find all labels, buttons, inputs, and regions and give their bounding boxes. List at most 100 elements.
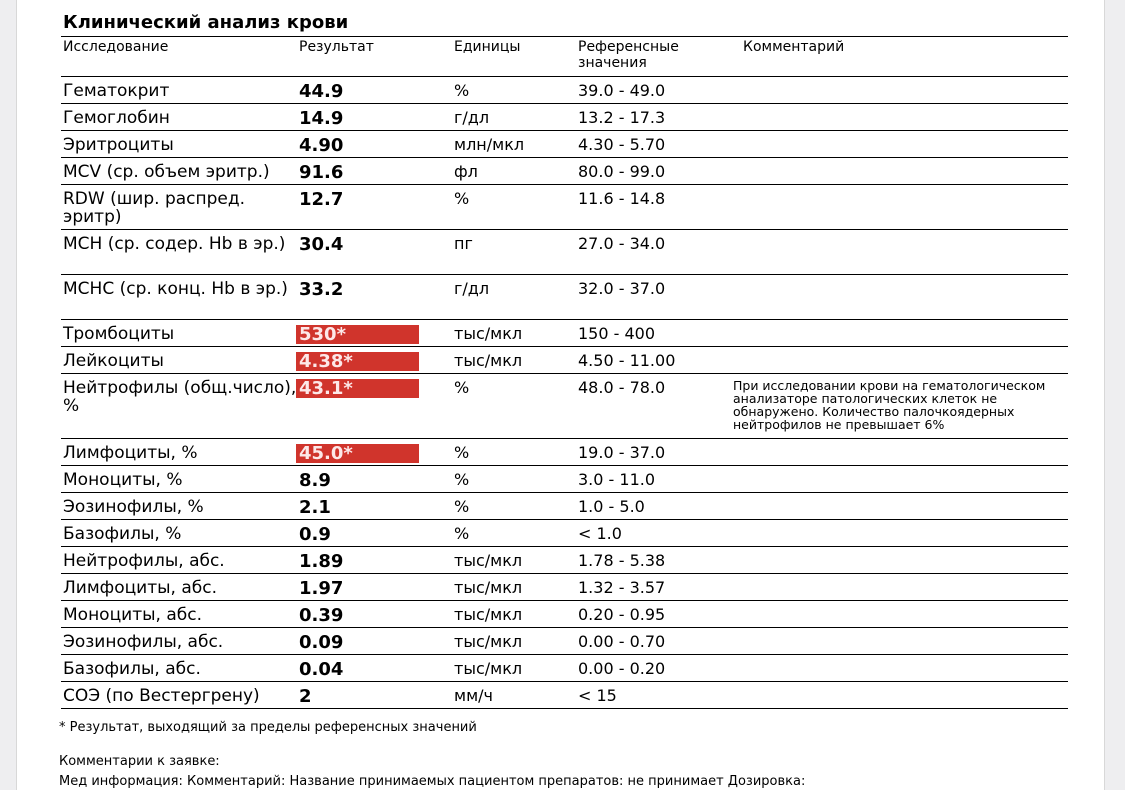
header-result: Результат xyxy=(299,39,374,55)
comment-cell xyxy=(741,547,1068,573)
test-name: Гематокрит xyxy=(63,81,170,101)
units-cell: тыс/мкл xyxy=(454,659,523,678)
result-value: 44.9 xyxy=(299,81,344,102)
result-cell: 12.7 xyxy=(297,185,452,229)
header-comment: Комментарий xyxy=(743,39,845,55)
test-name: MCH (ср. содер. Hb в эр.) xyxy=(63,234,286,254)
ref-range-cell: < 1.0 xyxy=(578,524,622,543)
comment-cell xyxy=(741,601,1068,627)
ref-range-cell: 48.0 - 78.0 xyxy=(578,378,666,397)
test-name: Лейкоциты xyxy=(63,351,164,371)
header-test: Исследование xyxy=(63,39,169,55)
ref-range-cell: 80.0 - 99.0 xyxy=(578,162,666,181)
ref-range-cell: 1.0 - 5.0 xyxy=(578,497,645,516)
comment-cell xyxy=(741,628,1068,654)
units-cell: тыс/мкл xyxy=(454,551,523,570)
ref-range-cell: 32.0 - 37.0 xyxy=(578,279,666,298)
ref-range-cell: 27.0 - 34.0 xyxy=(578,234,666,253)
result-cell: 4.90 xyxy=(297,131,452,157)
units-cell: % xyxy=(454,81,470,100)
test-name: Лимфоциты, % xyxy=(63,443,198,463)
ref-range-cell: 1.32 - 3.57 xyxy=(578,578,666,597)
test-name: Лимфоциты, абс. xyxy=(63,578,217,598)
comment-cell xyxy=(741,275,1068,319)
med-info: Мед информация: Комментарий: Название пр… xyxy=(59,774,806,789)
units-cell: тыс/мкл xyxy=(454,324,523,343)
result-cell: 43.1* xyxy=(296,374,452,438)
result-value: 1.89 xyxy=(299,551,344,572)
result-cell: 14.9 xyxy=(297,104,452,130)
units-cell: % xyxy=(454,378,470,397)
result-cell: 0.39 xyxy=(297,601,452,627)
result-cell: 2 xyxy=(297,682,452,708)
result-value: 2.1 xyxy=(299,497,331,518)
abnormal-result-value: 530* xyxy=(296,325,419,344)
units-cell: % xyxy=(454,524,470,543)
units-cell: тыс/мкл xyxy=(454,605,523,624)
report-title: Клинический анализ крови xyxy=(63,12,349,33)
table-row: Эритроциты 4.90 млн/мкл 4.30 - 5.70 xyxy=(61,131,1068,158)
test-name: Эозинофилы, абс. xyxy=(63,632,224,652)
table-row: Базофилы, % 0.9% < 1.0 xyxy=(61,520,1068,547)
table-row: MCV (ср. объем эритр.) 91.6 фл 80.0 - 99.0 xyxy=(61,158,1068,185)
test-name: Тромбоциты xyxy=(63,324,175,344)
ref-range-cell: 4.50 - 11.00 xyxy=(578,351,676,370)
ref-range-cell: 150 - 400 xyxy=(578,324,656,343)
footnote: * Результат, выходящий за пределы рефере… xyxy=(59,720,477,735)
comment-cell: При исследовании крови на гематологическ… xyxy=(733,378,1046,432)
test-name: MCV (ср. объем эритр.) xyxy=(63,162,270,182)
ref-range-cell: 3.0 - 11.0 xyxy=(578,470,656,489)
units-cell: г/дл xyxy=(454,279,490,298)
result-cell: 0.9 xyxy=(297,520,452,546)
table-row: MCH (ср. содер. Hb в эр.) 30.4 пг 27.0 - 34… xyxy=(61,230,1068,275)
header-units: Единицы xyxy=(454,39,521,55)
test-name: Эритроциты xyxy=(63,135,174,155)
units-cell: % xyxy=(454,189,470,208)
table-row: Тромбоциты 530* тыс/мкл 150 - 400 xyxy=(61,320,1068,347)
comment-cell xyxy=(741,574,1068,600)
ref-range-cell: 1.78 - 5.38 xyxy=(578,551,666,570)
result-value: 8.9 xyxy=(299,470,331,491)
test-name: Гемоглобин xyxy=(63,108,170,128)
order-comments-label: Комментарии к заявке: xyxy=(59,754,220,769)
table-row: Эозинофилы, абс. 0.09 тыс/мкл 0.00 - 0.70 xyxy=(61,628,1068,655)
abnormal-result-value: 43.1* xyxy=(296,379,419,398)
table-row: MCHC (ср. конц. Hb в эр.) 33.2 г/дл 32.0 - … xyxy=(61,275,1068,320)
units-cell: фл xyxy=(454,162,478,181)
test-name: Нейтрофилы, абс. xyxy=(63,551,225,571)
header-ref: Референсные значения xyxy=(578,39,679,71)
table-header: Исследование Результат Единицы Референсн… xyxy=(61,37,1068,77)
units-cell: % xyxy=(454,497,470,516)
ref-range-cell: < 15 xyxy=(578,686,617,705)
table-row: Гемоглобин 14.9 г/дл 13.2 - 17.3 xyxy=(61,104,1068,131)
result-cell: 530* xyxy=(296,320,452,346)
report-page: Клинический анализ крови Исследование Ре… xyxy=(16,0,1105,790)
test-name: СОЭ (по Вестергрену) xyxy=(63,686,260,706)
result-value: 0.39 xyxy=(299,605,344,626)
table-row: Лейкоциты 4.38* тыс/мкл 4.50 - 11.00 xyxy=(61,347,1068,374)
ref-range-cell: 19.0 - 37.0 xyxy=(578,443,666,462)
result-value: 2 xyxy=(299,686,312,707)
table-row: Моноциты, % 8.9% 3.0 - 11.0 xyxy=(61,466,1068,493)
table-row: Лимфоциты, % 45.0*% 19.0 - 37.0 xyxy=(61,439,1068,466)
comment-cell xyxy=(741,493,1068,519)
result-cell: 91.6 xyxy=(297,158,452,184)
comment-cell xyxy=(741,158,1068,184)
result-value: 0.04 xyxy=(299,659,344,680)
test-name: MCHC (ср. конц. Hb в эр.) xyxy=(63,279,288,299)
result-value: 30.4 xyxy=(299,234,344,255)
comment-cell xyxy=(741,439,1068,465)
comment-cell xyxy=(741,131,1068,157)
result-value: 33.2 xyxy=(299,279,344,300)
result-cell: 0.09 xyxy=(297,628,452,654)
abnormal-result-value: 4.38* xyxy=(296,352,419,371)
units-cell: млн/мкл xyxy=(454,135,525,154)
comment-cell xyxy=(741,185,1068,229)
result-cell: 30.4 xyxy=(297,230,452,274)
ref-range-cell: 4.30 - 5.70 xyxy=(578,135,666,154)
result-cell: 4.38* xyxy=(296,347,452,373)
ref-range-cell: 0.00 - 0.20 xyxy=(578,659,666,678)
comment-cell xyxy=(741,520,1068,546)
ref-range-cell: 39.0 - 49.0 xyxy=(578,81,666,100)
table-row: Моноциты, абс. 0.39 тыс/мкл 0.20 - 0.95 xyxy=(61,601,1068,628)
